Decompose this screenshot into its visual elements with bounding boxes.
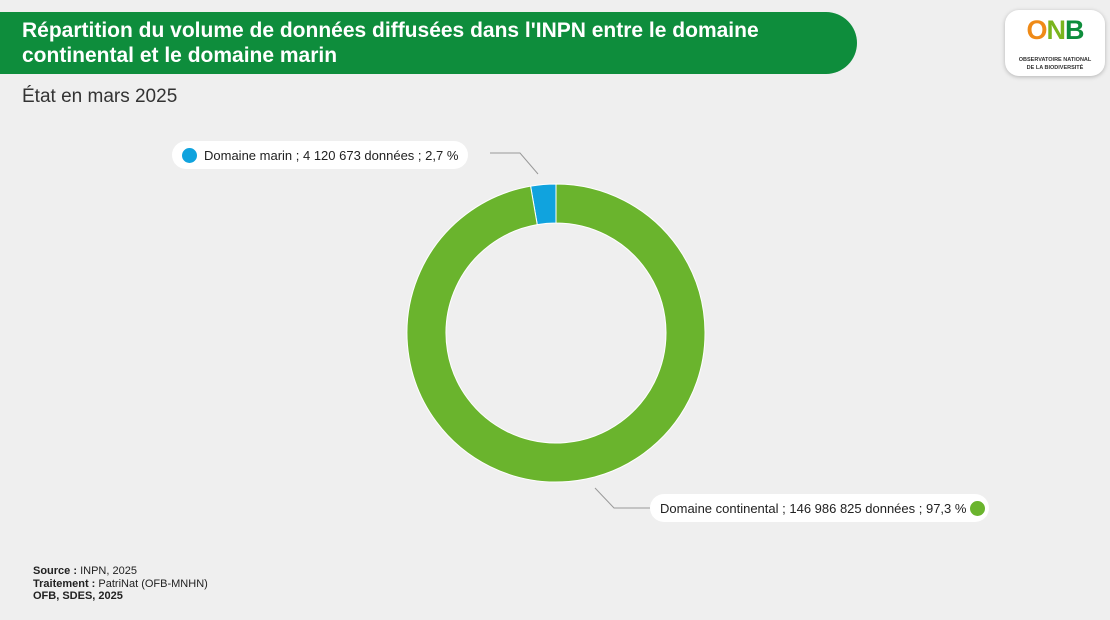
legend-dot-continental: [970, 500, 986, 516]
logo-line2: DE LA BIODIVERSITÉ: [1026, 65, 1084, 71]
label-text-marin: Domaine marin ; 4 120 673 données ; 2,7 …: [204, 147, 459, 163]
donut-slices: [406, 183, 706, 483]
page-title: Répartition du volume de données diffusé…: [22, 19, 759, 67]
logo-mark: ONB: [1026, 15, 1084, 45]
label-domaine-continental: Domaine continental ; 146 986 825 donnée…: [650, 494, 990, 522]
footer-treatment: Traitement : PatriNat (OFB-MNHN): [33, 577, 208, 590]
donut-slice-continental: [406, 183, 706, 483]
footer-organisations: OFB, SDES, 2025: [33, 590, 123, 602]
legend-dot-marin: [182, 147, 197, 163]
label-domaine-marin: Domaine marin ; 4 120 673 données ; 2,7 …: [172, 141, 469, 169]
title-banner: Répartition du volume de données diffusé…: [0, 12, 857, 74]
logo-line1: OBSERVATOIRE NATIONAL: [1018, 57, 1092, 63]
page-subtitle: État en mars 2025: [22, 86, 178, 107]
leader-line-continental: [594, 487, 650, 509]
footer-credits: Source : INPN, 2025 Traitement : PatriNa…: [33, 565, 208, 603]
leader-line-marin: [490, 152, 539, 175]
footer-source: Source : INPN, 2025: [33, 565, 137, 577]
label-text-continental: Domaine continental ; 146 986 825 donnée…: [660, 500, 967, 516]
onb-logo: ONB OBSERVATOIRE NATIONAL DE LA BIODIVER…: [1005, 10, 1105, 76]
